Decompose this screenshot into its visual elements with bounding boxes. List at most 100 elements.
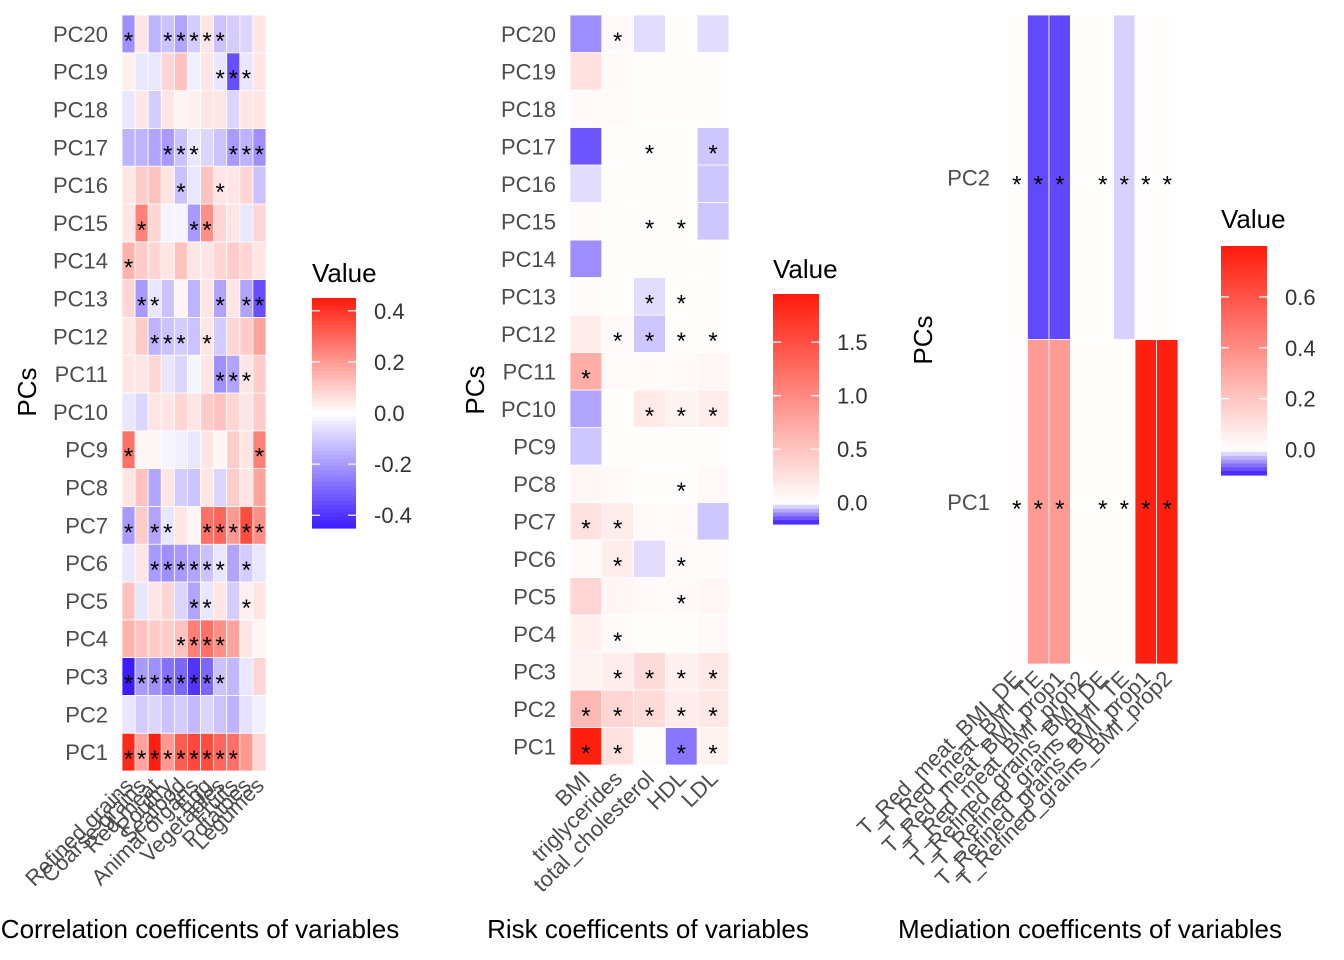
legend-gradient-step bbox=[312, 474, 356, 479]
heatmap-cell bbox=[134, 505, 149, 545]
heatmap-cell bbox=[173, 241, 188, 281]
heatmap-cell bbox=[601, 389, 634, 428]
heatmap-cell bbox=[601, 427, 634, 466]
significance-star: * bbox=[216, 368, 225, 395]
legend-gradient-step bbox=[312, 374, 356, 380]
heatmap-cell bbox=[633, 614, 666, 653]
legend-gradient-step bbox=[1221, 352, 1267, 358]
legend-gradient-step bbox=[1221, 329, 1267, 335]
heatmap-cell bbox=[252, 468, 267, 507]
heatmap-cell bbox=[569, 689, 603, 728]
heatmap-cell bbox=[239, 203, 254, 243]
heatmap-cell bbox=[601, 277, 634, 316]
heatmap-cell bbox=[226, 657, 241, 696]
legend-gradient-step bbox=[312, 462, 356, 468]
y-tick-label: PC6 bbox=[513, 547, 556, 572]
heatmap-cell bbox=[200, 52, 215, 91]
legend-gradient-step bbox=[1221, 284, 1267, 289]
significance-star: * bbox=[645, 290, 654, 317]
significance-star: * bbox=[708, 140, 717, 167]
heatmap-cell bbox=[121, 165, 136, 205]
legend-gradient-step bbox=[1221, 429, 1267, 434]
legend-gradient-step bbox=[1221, 253, 1267, 259]
heatmap-cell bbox=[213, 203, 228, 243]
legend-gradient-step bbox=[773, 378, 819, 383]
legend-gradient-step bbox=[1221, 455, 1267, 461]
heatmap-cell bbox=[252, 316, 267, 356]
heatmap-cell bbox=[601, 239, 634, 278]
heatmap-cell bbox=[147, 354, 162, 394]
heatmap-cell bbox=[633, 202, 666, 241]
significance-star: * bbox=[645, 703, 654, 730]
legend-gradient-step bbox=[773, 485, 819, 491]
legend-gradient-step bbox=[773, 439, 819, 445]
legend-gradient-step bbox=[1221, 295, 1267, 301]
significance-star: * bbox=[150, 330, 159, 357]
heatmap-cell bbox=[601, 89, 634, 128]
legend-gradient-step bbox=[1221, 364, 1267, 369]
y-tick-label: PC20 bbox=[501, 22, 556, 47]
heatmap-cell bbox=[633, 239, 666, 278]
legend-gradient-step bbox=[1221, 444, 1267, 449]
legend-gradient-step bbox=[773, 481, 819, 487]
y-tick-label: PC2 bbox=[65, 702, 108, 727]
legend-gradient-step bbox=[1221, 303, 1267, 308]
heatmap-cell bbox=[601, 614, 634, 653]
legend-gradient-step bbox=[773, 386, 819, 391]
significance-star: * bbox=[189, 595, 198, 622]
significance-star: * bbox=[1098, 171, 1107, 198]
legend-gradient-step bbox=[773, 366, 819, 372]
legend-gradient-step bbox=[773, 336, 819, 341]
legend-gradient-step bbox=[312, 493, 356, 498]
legend-gradient-step bbox=[312, 459, 356, 464]
legend-gradient-step bbox=[773, 466, 819, 471]
heatmap-cell bbox=[134, 90, 149, 129]
heatmap-cell bbox=[601, 577, 634, 616]
legend-colorbar: Value 0.4 0.2 0.0 -0.2 -0.4 bbox=[312, 258, 412, 529]
heatmap-cell bbox=[696, 89, 730, 128]
significance-star: * bbox=[124, 255, 133, 282]
legend-tick-label: 0.4 bbox=[374, 299, 405, 324]
heatmap-cell bbox=[200, 279, 215, 318]
legend-gradient-step bbox=[773, 340, 819, 345]
heatmap-cell bbox=[226, 392, 241, 432]
significance-star: * bbox=[150, 519, 159, 546]
heatmap-cell bbox=[121, 203, 136, 243]
legend-gradient-step bbox=[1221, 299, 1267, 304]
legend-gradient-step bbox=[1221, 314, 1267, 320]
legend-gradient-step bbox=[773, 355, 819, 360]
legend-gradient-step bbox=[312, 424, 356, 429]
legend-gradient-step bbox=[1221, 387, 1267, 392]
y-tick-label: PC12 bbox=[501, 322, 556, 347]
significance-star: * bbox=[150, 557, 159, 584]
legend-gradient-step bbox=[312, 363, 356, 368]
heatmap-cell bbox=[160, 354, 175, 394]
significance-star: * bbox=[216, 293, 225, 320]
legend-gradient-step bbox=[773, 458, 819, 464]
significance-star: * bbox=[202, 330, 211, 357]
significance-star: * bbox=[216, 66, 225, 93]
legend-gradient-step bbox=[773, 301, 819, 307]
heatmap-cell bbox=[213, 695, 228, 734]
heatmap-cell bbox=[121, 392, 136, 432]
y-tick-label: PC10 bbox=[501, 397, 556, 422]
legend-gradient-step bbox=[312, 413, 356, 418]
significance-star: * bbox=[150, 293, 159, 320]
heatmap-cell bbox=[1070, 14, 1093, 340]
legend-gradient-step bbox=[1221, 322, 1267, 327]
significance-star: * bbox=[242, 595, 251, 622]
legend-gradient-step bbox=[1221, 360, 1267, 365]
heatmap-cell bbox=[134, 354, 149, 394]
significance-star: * bbox=[163, 330, 172, 357]
legend-gradient-step bbox=[312, 512, 356, 518]
legend-gradient-step bbox=[312, 432, 356, 437]
heatmap-cell bbox=[252, 241, 267, 281]
legend-gradient-step bbox=[773, 443, 819, 448]
heatmap-cell bbox=[601, 652, 634, 691]
legend-tick-label: 0.6 bbox=[1285, 285, 1316, 310]
heatmap-cell bbox=[696, 352, 730, 391]
heatmap-cell bbox=[696, 277, 730, 316]
heatmap-cell bbox=[226, 14, 241, 54]
y-tick-label: PC8 bbox=[513, 472, 556, 497]
heatmap-cell bbox=[239, 430, 254, 469]
